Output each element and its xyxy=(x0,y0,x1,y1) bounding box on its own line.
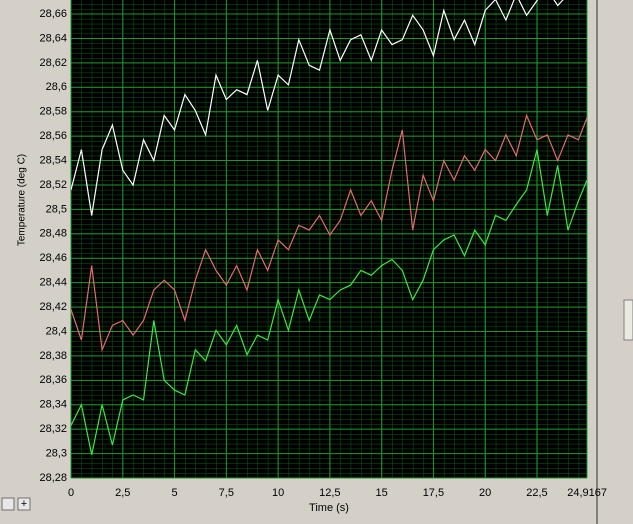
y-tick-label: 28,46 xyxy=(39,252,67,264)
series-line xyxy=(71,113,587,353)
zoom-tool[interactable] xyxy=(1,497,15,511)
x-tick-label: 5 xyxy=(171,487,177,499)
y-axis-title: Temperature (deg C) xyxy=(17,154,28,246)
x-tick-label: 0 xyxy=(68,487,74,499)
y-tick-label: 28,6 xyxy=(46,81,67,93)
y-tick-label: 28,42 xyxy=(39,301,67,313)
y-tick-label: 28,52 xyxy=(39,179,67,191)
y-tick-label: 28,58 xyxy=(39,106,67,118)
y-tick-label: 28,38 xyxy=(39,350,67,362)
series-line xyxy=(71,0,564,216)
y-tick-label: 28,3 xyxy=(46,447,67,459)
series-line xyxy=(71,149,587,455)
x-axis-title: Time (s) xyxy=(309,502,349,514)
x-tick-label: 17,5 xyxy=(423,487,444,499)
x-tick-label: 22,5 xyxy=(526,487,547,499)
x-tick-label: 10 xyxy=(272,487,284,499)
y-tick-label: 28,28 xyxy=(39,472,67,484)
y-tick-label: 28,4 xyxy=(46,325,67,337)
separator xyxy=(596,0,598,524)
x-tick-label: 7,5 xyxy=(219,487,234,499)
y-tick-label: 28,62 xyxy=(39,57,67,69)
minor-grid xyxy=(71,0,587,478)
x-tick-label: 20 xyxy=(479,487,491,499)
y-tick-label: 28,54 xyxy=(39,154,67,166)
scroll-handle[interactable] xyxy=(623,299,633,341)
y-tick-label: 28,34 xyxy=(39,399,67,411)
y-tick-label: 28,48 xyxy=(39,228,67,240)
x-tick-label: 12,5 xyxy=(319,487,340,499)
pan-icon: + xyxy=(21,498,27,510)
y-tick-label: 28,44 xyxy=(39,277,67,289)
y-tick-label: 28,64 xyxy=(39,32,67,44)
x-tick-label: 15 xyxy=(376,487,388,499)
y-tick-label: 28,32 xyxy=(39,423,67,435)
y-tick-label: 28,36 xyxy=(39,374,67,386)
y-tick-label: 28,56 xyxy=(39,130,67,142)
y-tick-label: 28,5 xyxy=(46,203,67,215)
x-tick-label: 24,9167 xyxy=(567,487,607,499)
pan-tool[interactable] xyxy=(17,497,31,511)
y-tick-label: 28,66 xyxy=(39,8,67,20)
x-tick-label: 2,5 xyxy=(115,487,130,499)
